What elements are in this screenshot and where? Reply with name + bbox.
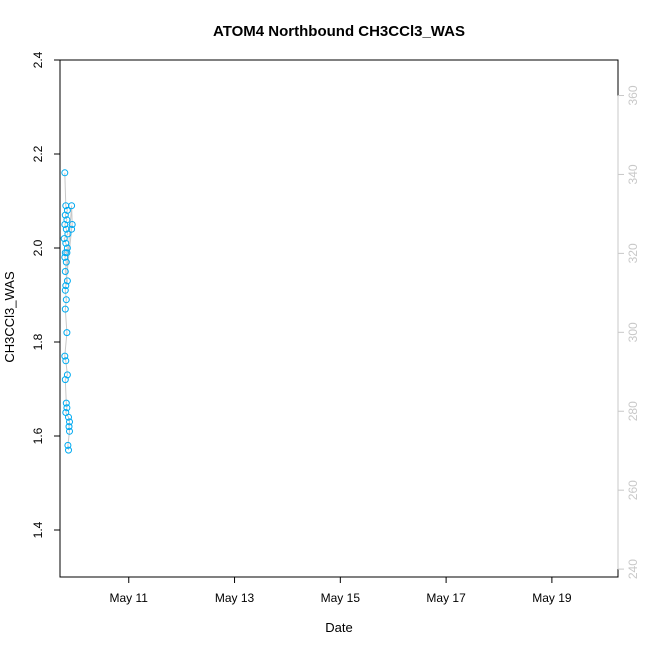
data-point (62, 225, 70, 233)
chart-title: ATOM4 Northbound CH3CCl3_WAS (213, 23, 465, 40)
y2-tick-label: 320 (626, 243, 640, 263)
connecting-line-layer (63, 172, 73, 451)
data-point (62, 258, 70, 266)
x-tick-label: May 17 (426, 591, 466, 605)
y2-tick-label: 340 (626, 164, 640, 184)
data-point (61, 305, 69, 313)
y-tick-label: 2.4 (31, 51, 45, 68)
data-point (61, 211, 69, 219)
y2-tick-label: 240 (626, 559, 640, 579)
data-point (61, 286, 69, 294)
y-tick-label: 2.0 (31, 239, 45, 256)
y2-tick-label: 280 (626, 401, 640, 421)
data-point (61, 268, 69, 275)
y-tick-label: 1.8 (31, 333, 45, 350)
data-point (61, 376, 69, 384)
x-tick-label: May 19 (532, 591, 572, 605)
data-point (65, 446, 72, 454)
data-point (61, 253, 69, 261)
data-point (62, 239, 70, 247)
data-point (61, 169, 69, 177)
data-point (66, 418, 73, 426)
y-tick-label: 2.2 (31, 145, 45, 162)
data-point (66, 427, 73, 435)
data-point (62, 399, 70, 407)
data-point (61, 221, 69, 228)
y-tick-label: 1.6 (31, 427, 45, 444)
data-point (68, 225, 76, 233)
connecting-line (63, 172, 73, 451)
data-point (61, 352, 69, 360)
x-tick-label: May 15 (321, 591, 361, 605)
y2-tick-label: 260 (626, 480, 640, 500)
y2-tick-label: 300 (626, 322, 640, 342)
data-point (68, 202, 76, 210)
x-tick-label: May 13 (215, 591, 255, 605)
data-point (64, 441, 72, 449)
x-axis-label: Date (325, 620, 352, 635)
data-point (64, 230, 72, 238)
data-point (65, 423, 73, 431)
plot-frame (59, 59, 619, 578)
data-point-layer (60, 169, 76, 454)
data-point (65, 413, 72, 421)
y-tick-label: 1.4 (31, 521, 45, 538)
x-tick-label: May 11 (110, 591, 149, 605)
data-point (63, 277, 71, 285)
y2-tick-label: 360 (626, 85, 640, 105)
data-point (62, 357, 70, 365)
data-point (63, 404, 71, 412)
data-point (62, 296, 70, 304)
data-point (60, 235, 68, 243)
axes: 1.4 1.6 1.8 2.0 2.2 2.4 May 11 May 13 May 15 May … (31, 51, 640, 605)
data-point (63, 329, 71, 337)
data-point (62, 282, 70, 290)
data-point (68, 221, 76, 228)
y-axis-label: CH3CCl3_WAS (2, 271, 17, 363)
